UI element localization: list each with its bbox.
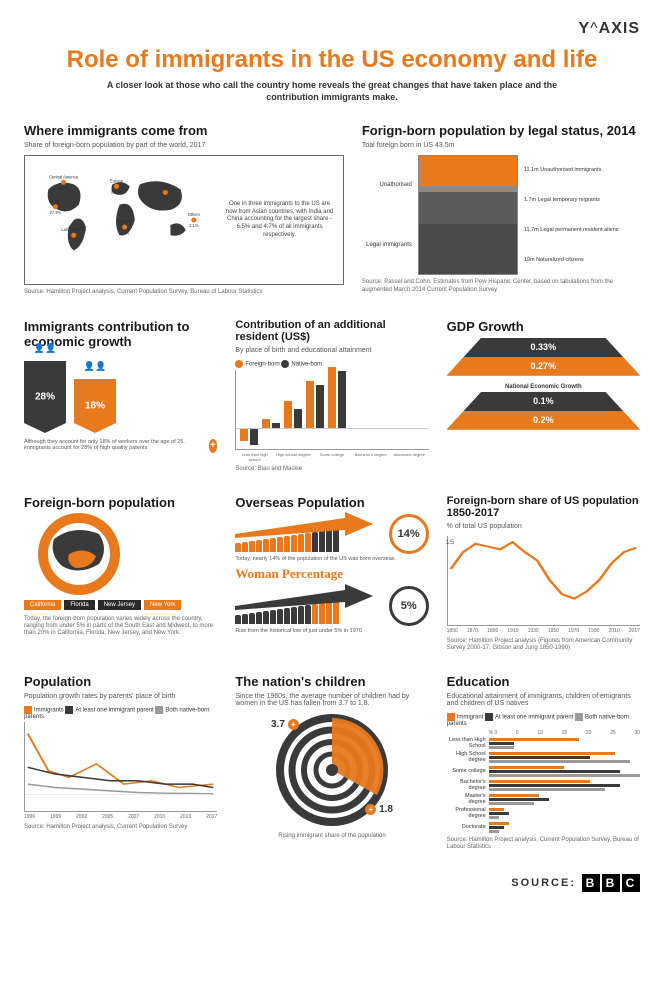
where-title: Where immigrants come from bbox=[24, 123, 344, 138]
edu-legend: Immigrant At least one immigrant parent … bbox=[447, 713, 640, 727]
children-footer: Rising immigrant share of the population bbox=[235, 833, 428, 840]
contrib-text: Although they account for only 18% of wo… bbox=[24, 439, 203, 452]
addl-title: Contribution of an additional resident (… bbox=[235, 319, 428, 343]
edu-source: Source: Hamilton Project analysis, Curre… bbox=[447, 837, 640, 851]
pop-sub: Population growth rates by parents' plac… bbox=[24, 693, 217, 700]
children-title: The nation's children bbox=[235, 674, 428, 689]
state-tag: California bbox=[24, 600, 61, 610]
addl-source: Source: Blau and Mackie bbox=[235, 466, 428, 473]
svg-text:Others: Others bbox=[188, 212, 200, 217]
svg-text:Africa: Africa bbox=[119, 219, 130, 224]
svg-text:30.4%: 30.4% bbox=[160, 196, 172, 201]
state-tags: CaliforniaFlorida New JerseyNew York bbox=[24, 600, 217, 610]
svg-text:Latin America: Latin America bbox=[61, 228, 86, 233]
svg-text:Europe: Europe bbox=[110, 179, 124, 184]
main-title: Role of immigrants in the US economy and… bbox=[24, 46, 640, 74]
woman-text: Rise from the historical low of just und… bbox=[235, 628, 428, 635]
overseas-text: Today, nearly 14% of the population of t… bbox=[235, 556, 428, 563]
edu-sub: Educational attainment of immigrants, ch… bbox=[447, 693, 640, 707]
subtitle: A closer look at those who call the coun… bbox=[102, 80, 562, 103]
overseas-title: Overseas Population bbox=[235, 495, 428, 510]
legal-source: Source: Passel and Cohn. Estimates from … bbox=[362, 279, 640, 293]
legal-title: Forign-born population by legal status, … bbox=[362, 123, 640, 138]
edu-title: Education bbox=[447, 674, 640, 689]
fbpop-text: Today, the foreign-born population varie… bbox=[24, 616, 217, 638]
where-source: Source: Hamilton Project analysis, Curre… bbox=[24, 289, 344, 296]
state-tag: Florida bbox=[64, 600, 94, 610]
svg-text:27.3%: 27.3% bbox=[50, 210, 62, 215]
svg-text:2.1%: 2.1% bbox=[189, 224, 199, 229]
pop-chart bbox=[24, 722, 217, 812]
children-inner-val: + 1.8 bbox=[365, 804, 393, 815]
woman-badge: 5% bbox=[389, 586, 429, 626]
pop-source: Source: Hamilton Project analysis, Curre… bbox=[24, 824, 217, 831]
children-target: 3.7 + + 1.8 bbox=[277, 715, 387, 825]
fbpop-title: Foreign-born population bbox=[24, 495, 217, 510]
plus-icon: + bbox=[209, 439, 218, 453]
children-sub: Since the 1960s, the average number of c… bbox=[235, 693, 428, 707]
svg-text:15: 15 bbox=[445, 539, 454, 546]
arrow-icon bbox=[235, 582, 375, 612]
brand-logo: Y^AXIS bbox=[24, 20, 640, 38]
svg-text:5.4%: 5.4% bbox=[120, 231, 130, 236]
children-outer-val: 3.7 + bbox=[271, 719, 299, 730]
svg-text:10.9%: 10.9% bbox=[111, 190, 123, 195]
woman-title: Woman Percentage bbox=[235, 566, 428, 582]
world-map: Central America 8.0% Europe 10.9% Asia 30.4% M… bbox=[24, 155, 344, 285]
svg-text:Mexico: Mexico bbox=[49, 199, 63, 204]
edu-chart: Less than High School High School degree… bbox=[447, 738, 640, 833]
overseas-badge: 14% bbox=[389, 514, 429, 554]
addl-barchart bbox=[235, 370, 428, 450]
legal-sub: Toal foreign born in US 43.5m bbox=[362, 142, 640, 149]
map-blurb: One in three immigrants to the US are no… bbox=[224, 201, 335, 240]
svg-text:Asia: Asia bbox=[161, 185, 170, 190]
pop-title: Population bbox=[24, 674, 217, 689]
addl-sub: By place of birth and educational attain… bbox=[235, 347, 428, 354]
svg-text:8.0%: 8.0% bbox=[59, 186, 69, 191]
contrib-bars: 👤👤 28% 👤👤 18% bbox=[24, 353, 217, 433]
where-sub: Share of foreign-born population by part… bbox=[24, 142, 344, 149]
fbshare-source: Source: Hamilton Project analysis (Figur… bbox=[447, 638, 640, 652]
fbshare-sub: % of total US population bbox=[447, 523, 640, 530]
state-tag: New Jersey bbox=[98, 600, 141, 610]
svg-text:18.1%: 18.1% bbox=[68, 239, 80, 244]
pop-legend: Immigrants At least one immigrant parent… bbox=[24, 706, 217, 720]
fbshare-title: Foreign-born share of US population 1850… bbox=[447, 495, 640, 519]
fbshare-chart: 15 bbox=[447, 536, 640, 626]
bbc-logo: BBC bbox=[582, 874, 640, 892]
state-tag: New York bbox=[144, 600, 181, 610]
footer: SOURCE: BBC bbox=[24, 874, 640, 892]
legal-status-chart: Unathorised Legal immigrants 11.1m Unaut… bbox=[362, 155, 640, 275]
gdp-title: GDP Growth bbox=[447, 319, 640, 334]
arrow-icon bbox=[235, 510, 375, 540]
svg-text:Central America: Central America bbox=[49, 175, 79, 180]
us-globe bbox=[24, 514, 184, 594]
